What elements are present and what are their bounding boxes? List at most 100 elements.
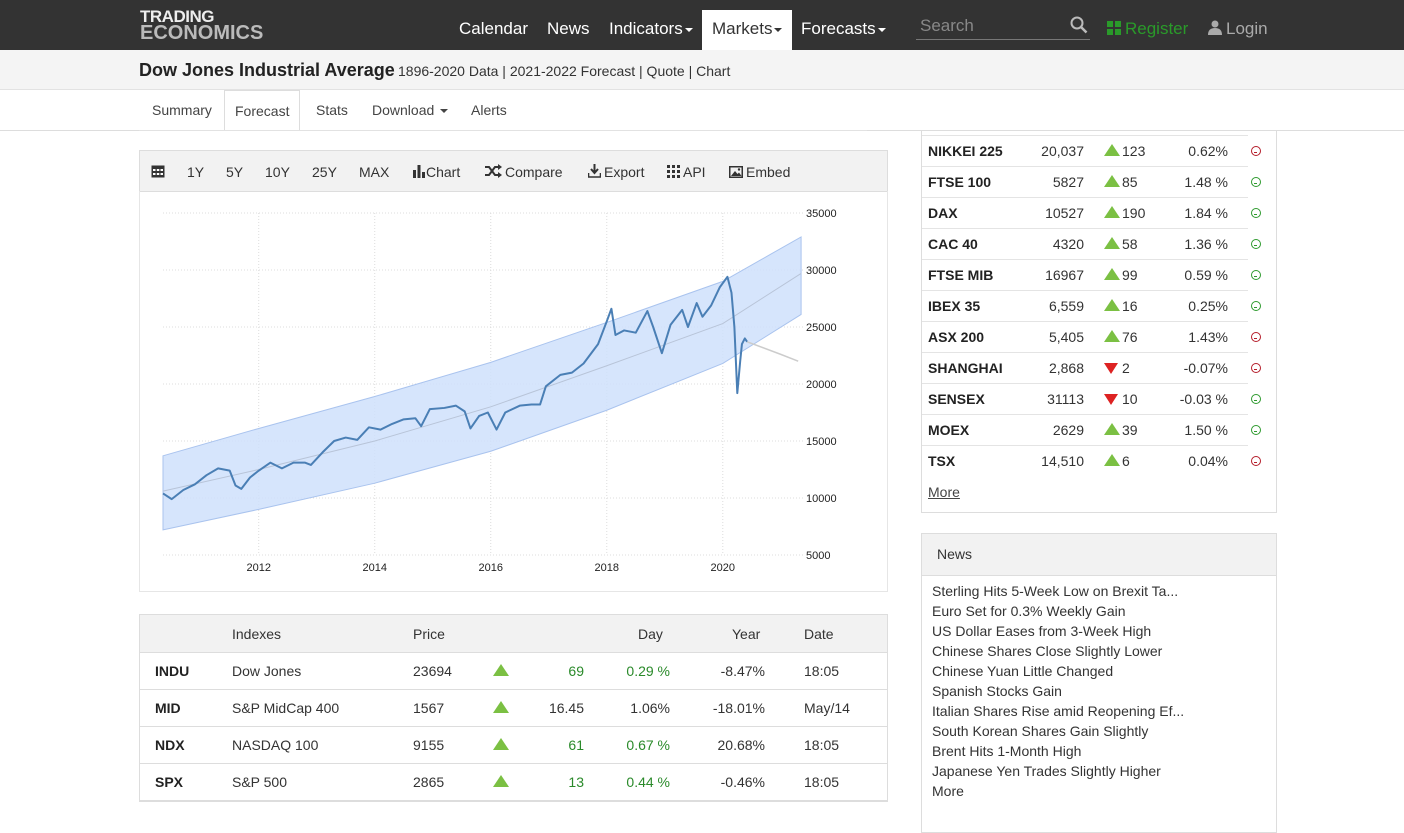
index-name[interactable]: NASDAQ 100: [232, 737, 319, 753]
market-name[interactable]: NIKKEI 225: [928, 143, 1003, 159]
market-row[interactable]: NIKKEI 225 20,037 123 0.62%: [922, 135, 1261, 166]
market-name[interactable]: MOEX: [928, 422, 970, 438]
markets-panel: NIKKEI 225 20,037 123 0.62% FTSE 100 5827 85 1.…: [921, 130, 1277, 513]
market-row[interactable]: CAC 40 4320 58 1.36 %: [922, 228, 1261, 259]
export-button[interactable]: Export: [587, 163, 644, 181]
market-name[interactable]: DAX: [928, 205, 958, 221]
market-name[interactable]: SHANGHAI: [928, 360, 1003, 376]
markets-more-link[interactable]: More: [928, 484, 960, 500]
news-item[interactable]: South Korean Shares Gain Slightly: [932, 723, 1149, 739]
x-tick-label: 2012: [246, 562, 270, 574]
table-row[interactable]: NDX NASDAQ 100 9155 61 0.67 % 20.68% 18:05: [140, 727, 887, 764]
index-name[interactable]: S&P 500: [232, 774, 288, 790]
market-name[interactable]: ASX 200: [928, 329, 985, 345]
market-row[interactable]: TSX 14,510 6 0.04%: [922, 445, 1261, 476]
market-pct: 1.84 %: [1184, 205, 1228, 221]
tab-alerts[interactable]: Alerts: [471, 102, 507, 118]
market-row[interactable]: FTSE MIB 16967 99 0.59 %: [922, 259, 1261, 290]
market-price: 2,868: [1048, 360, 1084, 376]
embed-button[interactable]: Embed: [729, 163, 790, 181]
market-name[interactable]: CAC 40: [928, 236, 978, 252]
up-arrow-icon: [493, 701, 509, 713]
logo[interactable]: TRADING ECONOMICS: [140, 8, 263, 43]
chevron-down-icon: [684, 27, 693, 32]
index-symbol[interactable]: INDU: [155, 663, 190, 679]
chart-button[interactable]: Chart: [412, 163, 460, 181]
nav-calendar[interactable]: Calendar: [459, 19, 528, 38]
market-name[interactable]: TSX: [928, 453, 956, 469]
tab-download[interactable]: Download: [372, 90, 449, 131]
market-price: 14,510: [1041, 453, 1084, 469]
market-name[interactable]: FTSE 100: [928, 174, 992, 190]
register-link[interactable]: Register: [1107, 19, 1188, 39]
market-change: 123: [1122, 143, 1146, 159]
news-item[interactable]: Euro Set for 0.3% Weekly Gain: [932, 603, 1126, 619]
api-button[interactable]: API: [667, 163, 706, 181]
table-row[interactable]: SPX S&P 500 2865 13 0.44 % -0.46% 18:05: [140, 764, 887, 801]
news-title: News: [922, 534, 1276, 576]
compare-button[interactable]: Compare: [485, 163, 563, 181]
login-link[interactable]: Login: [1208, 19, 1268, 39]
market-row[interactable]: DAX 10527 190 1.84 %: [922, 197, 1261, 228]
tab-stats[interactable]: Stats: [316, 102, 348, 118]
calendar-icon[interactable]: [151, 164, 165, 178]
search-input[interactable]: [920, 14, 1060, 38]
news-item[interactable]: Chinese Yuan Little Changed: [932, 663, 1114, 679]
market-row[interactable]: ASX 200 5,405 76 1.43%: [922, 321, 1261, 352]
line-chart[interactable]: 5000 10000 15000 20000 25000 30000 35000 2012 20…: [140, 191, 889, 592]
news-item[interactable]: Spanish Stocks Gain: [932, 683, 1062, 699]
nav-news[interactable]: News: [547, 19, 590, 38]
market-name[interactable]: SENSEX: [928, 391, 985, 407]
index-name[interactable]: Dow Jones: [232, 663, 302, 679]
col-year: Year: [732, 626, 761, 642]
nav-markets[interactable]: Markets: [702, 10, 793, 50]
range-max[interactable]: MAX: [359, 164, 390, 180]
table-row[interactable]: INDU Dow Jones 23694 69 0.29 % -8.47% 18:05: [140, 653, 887, 690]
search-icon[interactable]: [1070, 16, 1088, 34]
index-date: May/14: [804, 700, 850, 716]
market-open-icon: [1251, 394, 1261, 404]
chart-button-label: Chart: [426, 164, 461, 180]
news-item[interactable]: More: [932, 783, 964, 799]
index-name[interactable]: S&P MidCap 400: [232, 700, 340, 716]
market-row[interactable]: FTSE 100 5827 85 1.48 %: [922, 166, 1261, 197]
bar-chart-icon: [413, 165, 425, 178]
range-5y[interactable]: 5Y: [226, 164, 244, 180]
y-tick-label: 30000: [806, 265, 837, 277]
news-item[interactable]: Japanese Yen Trades Slightly Higher: [932, 763, 1161, 779]
news-item[interactable]: Chinese Shares Close Slightly Lower: [932, 643, 1163, 659]
market-open-icon: [1251, 239, 1261, 249]
table-row[interactable]: MID S&P MidCap 400 1567 16.45 1.06% -18.01% Ma…: [140, 690, 887, 727]
y-tick-label: 15000: [806, 436, 837, 448]
market-row[interactable]: SHANGHAI 2,868 2 -0.07%: [922, 352, 1261, 383]
nav-forecasts[interactable]: Forecasts: [801, 10, 886, 50]
col-price: Price: [413, 626, 445, 642]
index-symbol[interactable]: MID: [155, 700, 181, 716]
forecast-line[interactable]: [746, 341, 799, 362]
page-subtitle[interactable]: 1896-2020 Data | 2021-2022 Forecast | Qu…: [398, 63, 731, 79]
range-25y[interactable]: 25Y: [312, 164, 337, 180]
market-row[interactable]: IBEX 35 6,559 16 0.25%: [922, 290, 1261, 321]
nav-indicators[interactable]: Indicators: [609, 10, 693, 50]
market-row[interactable]: SENSEX 31113 10 -0.03 %: [922, 383, 1261, 414]
market-change: 39: [1122, 422, 1138, 438]
market-row[interactable]: MOEX 2629 39 1.50 %: [922, 414, 1261, 445]
tab-summary[interactable]: Summary: [152, 102, 212, 118]
series-line[interactable]: [162, 275, 748, 501]
market-name[interactable]: IBEX 35: [928, 298, 981, 314]
tab-forecast[interactable]: Forecast: [224, 90, 301, 131]
market-pct: 0.59 %: [1184, 267, 1228, 283]
index-symbol[interactable]: NDX: [155, 737, 185, 753]
range-10y[interactable]: 10Y: [265, 164, 290, 180]
chart-series: [162, 275, 799, 501]
news-item[interactable]: Italian Shares Rise amid Reopening Ef...: [932, 703, 1185, 719]
news-item[interactable]: Sterling Hits 5-Week Low on Brexit Ta...: [932, 583, 1179, 599]
index-symbol[interactable]: SPX: [155, 774, 184, 790]
market-change: 58: [1122, 236, 1138, 252]
market-name[interactable]: FTSE MIB: [928, 267, 994, 283]
market-open-icon: [1251, 208, 1261, 218]
range-1y[interactable]: 1Y: [187, 164, 205, 180]
news-item[interactable]: Brent Hits 1-Month High: [932, 743, 1082, 759]
news-item[interactable]: US Dollar Eases from 3-Week High: [932, 623, 1152, 639]
market-pct: -0.07%: [1183, 360, 1228, 376]
